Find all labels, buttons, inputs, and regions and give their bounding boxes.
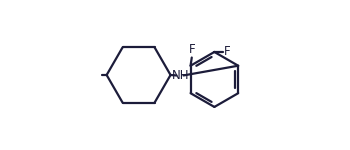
Text: F: F [189, 43, 195, 56]
Text: NH: NH [172, 69, 189, 82]
Text: F: F [224, 45, 230, 58]
